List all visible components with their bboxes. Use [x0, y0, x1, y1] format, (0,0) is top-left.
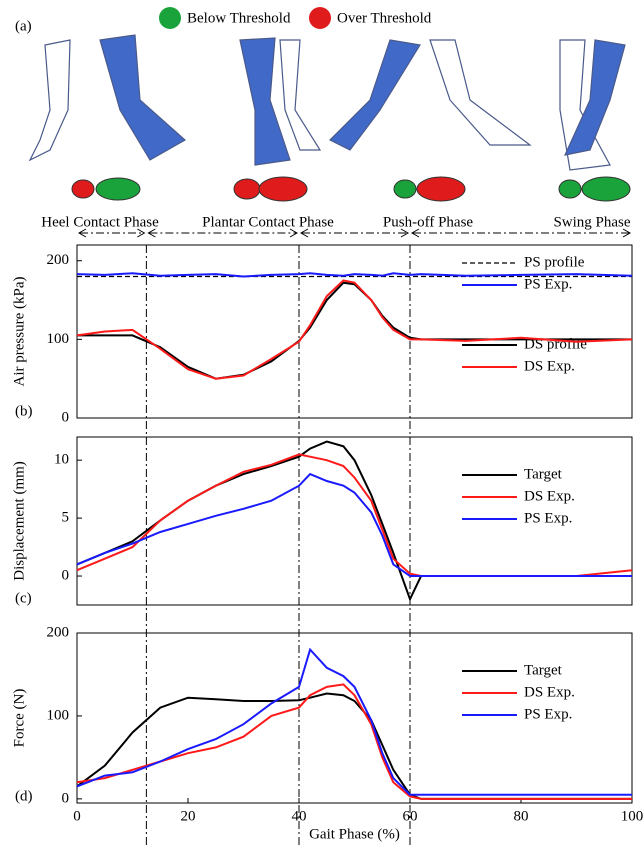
- y-tick-label: 10: [54, 452, 69, 468]
- legend-label: Over Threshold: [337, 10, 432, 26]
- legend-dot: [309, 7, 331, 29]
- y-axis-label: Displacement (mm): [11, 461, 27, 581]
- panel-label: (c): [15, 590, 32, 606]
- y-tick-label: 200: [47, 252, 70, 268]
- plot-frame: [76, 244, 633, 419]
- x-tick-label: 20: [181, 808, 196, 824]
- panel-label: (d): [15, 788, 33, 804]
- phase-label: Swing Phase: [553, 214, 630, 230]
- legend-label: DS Exp.: [524, 358, 575, 374]
- series-line: [76, 472, 632, 577]
- panel-label: (a): [15, 18, 32, 34]
- phase-label: Heel Contact Phase: [41, 214, 159, 230]
- x-tick-label: 100: [621, 808, 644, 824]
- y-tick-label: 100: [47, 331, 70, 347]
- y-tick-label: 0: [62, 567, 70, 583]
- series-line: [76, 272, 633, 278]
- x-tick-label: 40: [292, 808, 307, 824]
- y-tick-label: 5: [62, 510, 70, 526]
- legend-dot: [159, 7, 181, 29]
- series-line: [76, 279, 633, 380]
- foot-icons: [71, 176, 631, 202]
- arrowhead: [147, 228, 299, 238]
- legend-label: PS Exp.: [524, 510, 572, 526]
- legend-label: DS Exp.: [524, 684, 575, 700]
- series-line: [76, 647, 632, 796]
- x-tick-label: 60: [403, 808, 418, 824]
- y-axis-label: Air pressure (kPa): [11, 277, 27, 387]
- arrowhead: [299, 228, 410, 238]
- x-tick-label: 0: [73, 808, 81, 824]
- phase-label: Push-off Phase: [383, 214, 473, 230]
- legend-label: DS Exp.: [524, 488, 575, 504]
- arrowhead: [410, 228, 632, 238]
- legend-label: PS Exp.: [524, 276, 572, 292]
- y-tick-label: 0: [62, 409, 70, 425]
- x-axis-label: Gait Phase (%): [309, 826, 400, 842]
- leg-illustrations: [28, 34, 626, 171]
- legend-label: PS Exp.: [524, 706, 572, 722]
- phase-label: Plantar Contact Phase: [202, 214, 334, 230]
- plot-frame: [76, 632, 633, 804]
- y-tick-label: 0: [62, 790, 70, 806]
- series-line: [76, 683, 632, 800]
- legend-label: Below Threshold: [187, 10, 291, 26]
- panel-label: (b): [15, 403, 33, 419]
- legend-label: Target: [524, 466, 563, 482]
- y-axis-label: Force (N): [11, 689, 27, 748]
- legend-label: Target: [524, 662, 563, 678]
- plot-frame: [76, 436, 633, 606]
- x-tick-label: 80: [514, 808, 529, 824]
- arrowhead: [77, 228, 146, 238]
- y-tick-label: 200: [47, 624, 70, 640]
- y-tick-label: 100: [47, 707, 70, 723]
- legend-label: PS profile: [524, 254, 585, 270]
